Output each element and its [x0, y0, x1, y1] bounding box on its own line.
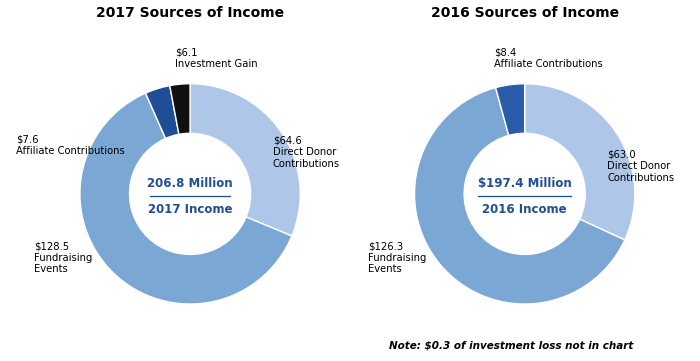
- Text: 2016 Income: 2016 Income: [482, 203, 567, 216]
- Text: $8.4
Affiliate Contributions: $8.4 Affiliate Contributions: [494, 48, 603, 69]
- Wedge shape: [525, 84, 635, 240]
- Text: 2017 Sources of Income: 2017 Sources of Income: [96, 6, 284, 21]
- Text: $197.4 Million: $197.4 Million: [478, 178, 572, 191]
- Wedge shape: [496, 84, 525, 135]
- Text: $63.0
Direct Donor
Contributions: $63.0 Direct Donor Contributions: [608, 150, 674, 183]
- Text: $7.6
Affiliate Contributions: $7.6 Affiliate Contributions: [16, 135, 125, 156]
- Wedge shape: [414, 88, 624, 304]
- Text: $126.3
Fundraising
Events: $126.3 Fundraising Events: [368, 241, 426, 274]
- Text: $128.5
Fundraising
Events: $128.5 Fundraising Events: [34, 241, 92, 274]
- Text: $64.6
Direct Donor
Contributions: $64.6 Direct Donor Contributions: [273, 135, 340, 169]
- Text: $6.1
Investment Gain: $6.1 Investment Gain: [174, 48, 258, 69]
- Wedge shape: [80, 93, 292, 304]
- Wedge shape: [146, 86, 179, 139]
- Wedge shape: [170, 84, 190, 134]
- Text: 206.8 Million: 206.8 Million: [147, 178, 233, 191]
- Text: Note: $0.3 of investment loss not in chart: Note: $0.3 of investment loss not in cha…: [389, 340, 634, 350]
- Text: 2016 Sources of Income: 2016 Sources of Income: [430, 6, 619, 21]
- Wedge shape: [190, 84, 300, 236]
- Text: 2017 Income: 2017 Income: [148, 203, 232, 216]
